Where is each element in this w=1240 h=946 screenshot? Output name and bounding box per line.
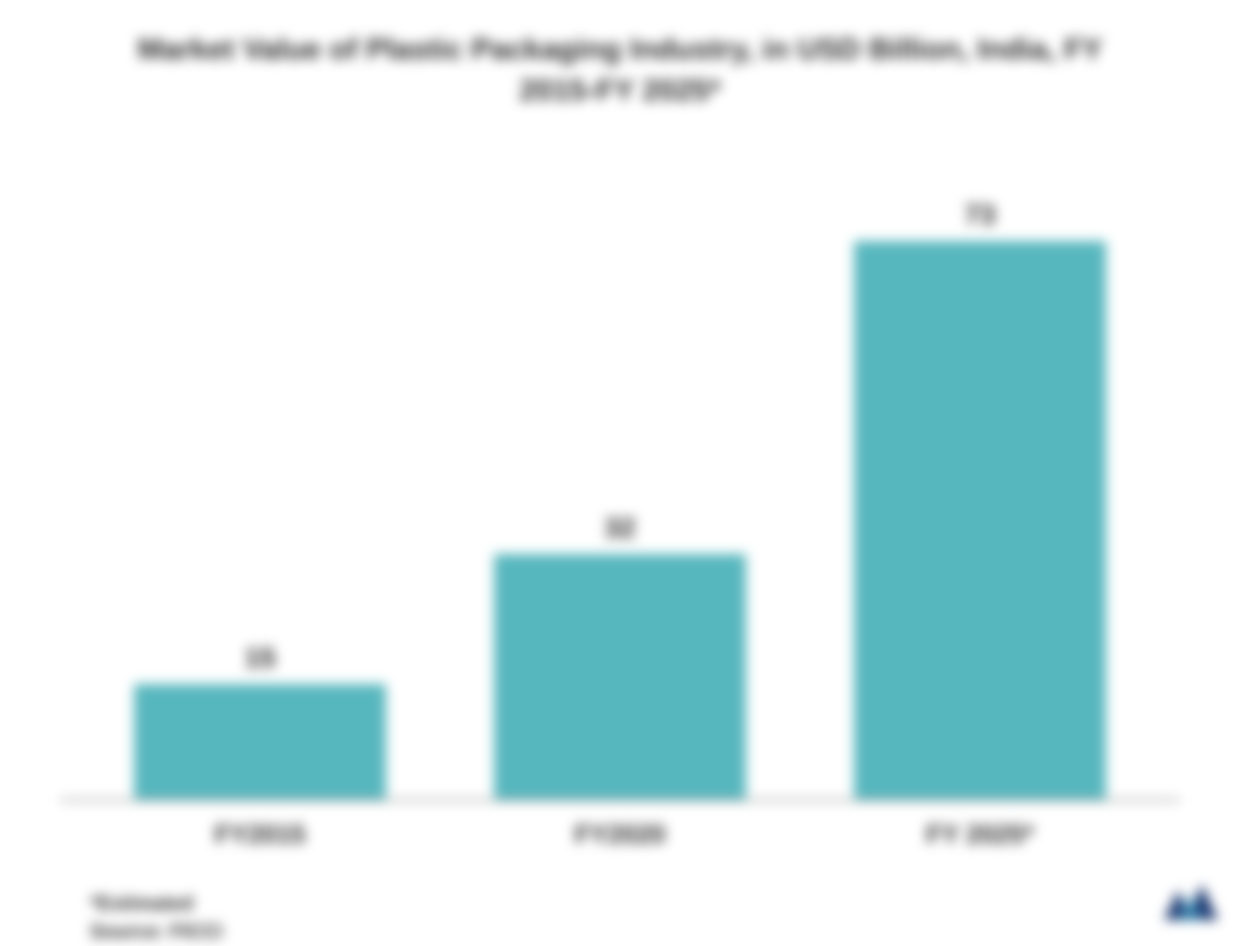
bar-value-0: 15 — [244, 642, 275, 674]
plot-area: 15 32 73 — [60, 141, 1180, 801]
bar-col-1: 32 — [458, 512, 782, 799]
bar-value-2: 73 — [964, 199, 995, 231]
footnote-line-2: Source: FICCI — [90, 918, 350, 946]
brand-logo-icon — [1164, 884, 1222, 920]
x-label-0: FY2015 — [98, 819, 422, 850]
bars-row: 15 32 73 — [60, 141, 1180, 799]
bar-col-2: 73 — [818, 199, 1142, 799]
chart-container: Market Value of Plastic Packaging Indust… — [60, 20, 1180, 900]
bar-1 — [494, 554, 747, 799]
bar-2 — [854, 241, 1107, 799]
x-label-1: FY2020 — [458, 819, 782, 850]
x-label-2: FY 2025* — [818, 819, 1142, 850]
bar-0 — [134, 684, 387, 799]
chart-title: Market Value of Plastic Packaging Indust… — [100, 30, 1140, 111]
bar-col-0: 15 — [98, 642, 422, 799]
footnote-line-1: *Estimated — [90, 890, 350, 918]
bar-value-1: 32 — [604, 512, 635, 544]
x-axis-labels: FY2015 FY2020 FY 2025* — [60, 801, 1180, 850]
